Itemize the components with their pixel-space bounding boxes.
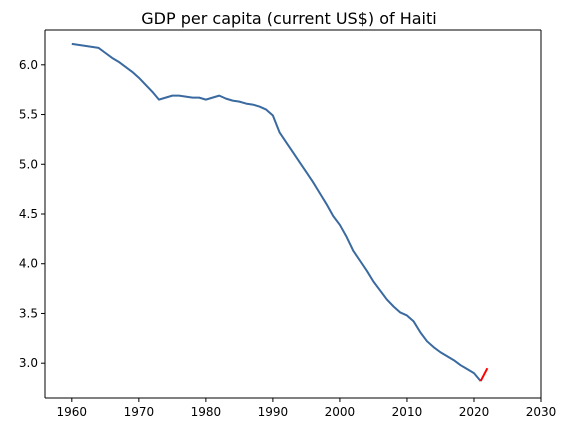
y-tick-label: 3.0: [19, 356, 38, 370]
x-tick-label: 1990: [258, 405, 289, 419]
y-tick-label: 4.5: [19, 207, 38, 221]
x-tick-label: 2010: [392, 405, 423, 419]
x-tick-label: 2020: [459, 405, 490, 419]
x-tick-label: 2030: [526, 405, 557, 419]
series-line-0: [71, 42, 482, 382]
plot-area: 1960 1970 1980 1990 2000 2010 2020 2030 3.0 3.5 4.…: [19, 29, 557, 419]
x-tick-label: 1970: [124, 405, 155, 419]
y-tick-label: 4.0: [19, 257, 38, 271]
y-tick-label: 3.5: [19, 306, 38, 320]
x-tick-label: 1980: [191, 405, 222, 419]
y-tick-label: 5.0: [19, 157, 38, 171]
series-line-1: [479, 367, 489, 382]
x-tick-label: 2000: [325, 405, 356, 419]
y-tick-label: 5.5: [19, 108, 38, 122]
y-tick-label: 6.0: [19, 58, 38, 72]
x-tick-label: 1960: [57, 405, 88, 419]
chart-title: GDP per capita (current US$) of Haiti: [141, 9, 436, 28]
